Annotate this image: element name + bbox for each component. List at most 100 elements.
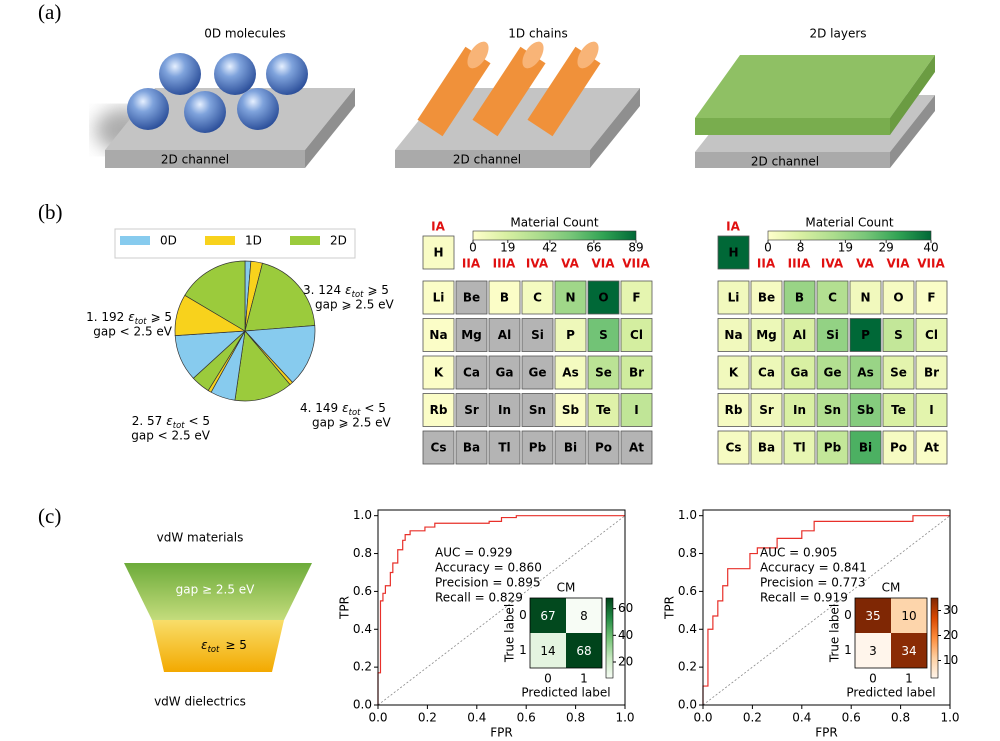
colorbar-tick-label: 20 xyxy=(618,655,633,669)
element-symbol: In xyxy=(793,403,806,417)
cm-tick-label: 1 xyxy=(844,643,852,657)
metric-annotation: Recall = 0.829 xyxy=(435,591,523,605)
element-cell xyxy=(488,280,521,315)
element-symbol: Si xyxy=(826,328,839,342)
cm-value: 10 xyxy=(901,609,916,623)
label-part: ⩾ 5 xyxy=(367,283,389,297)
element-symbol: Se xyxy=(595,366,612,380)
element-cell xyxy=(521,355,554,390)
element-symbol: N xyxy=(860,291,870,305)
cm-value: 35 xyxy=(865,609,880,623)
element-cell xyxy=(783,393,816,427)
element-symbol: Se xyxy=(890,366,907,380)
group-label: IIA xyxy=(462,257,481,271)
metric-annotation: Recall = 0.919 xyxy=(760,591,848,605)
label-part: 3. 124 xyxy=(303,283,341,297)
metric-annotation: Accuracy = 0.841 xyxy=(760,561,867,575)
element-cell xyxy=(717,430,750,465)
element-cell xyxy=(554,393,587,427)
element-symbol: At xyxy=(629,441,644,455)
colorbar-tick-label: 0 xyxy=(764,241,772,255)
element-cell xyxy=(587,430,620,465)
y-tick-label: 0.2 xyxy=(353,660,372,674)
element-cell xyxy=(717,280,750,315)
symbol: ε xyxy=(201,638,208,652)
cm-tick-label: 1 xyxy=(519,643,527,657)
element-cell xyxy=(554,318,587,352)
element-symbol: F xyxy=(927,291,935,305)
substrate-label: 2D channel xyxy=(453,153,521,167)
roc-curve xyxy=(702,515,950,705)
x-tick-label: 1.0 xyxy=(940,711,959,725)
element-symbol: Ca xyxy=(758,366,775,380)
cm-xlabel: Predicted label xyxy=(846,686,935,700)
metric-annotation: AUC = 0.905 xyxy=(760,546,837,560)
element-cell xyxy=(422,280,455,315)
x-tick-label: 0.4 xyxy=(792,711,811,725)
panel-label: (c) xyxy=(38,504,61,528)
element-cell xyxy=(783,280,816,315)
element-cell xyxy=(750,355,783,390)
element-symbol: S xyxy=(599,328,608,342)
element-cell xyxy=(521,318,554,352)
element-cell xyxy=(422,235,455,270)
element-cell xyxy=(521,280,554,315)
group-label: IA xyxy=(431,220,445,234)
element-cell xyxy=(620,355,653,390)
element-cell xyxy=(455,355,488,390)
pie-label: 2. 57 εtot < 5 xyxy=(132,414,210,430)
element-cell xyxy=(915,430,948,465)
element-symbol: B xyxy=(500,291,509,305)
y-tick-label: 0.8 xyxy=(678,546,697,560)
element-symbol: I xyxy=(929,403,933,417)
element-cell xyxy=(915,355,948,390)
pie-label: 3. 124 εtot ⩾ 5 xyxy=(303,283,389,299)
cm-cell xyxy=(891,598,927,633)
element-cell xyxy=(717,318,750,352)
element-cell xyxy=(422,393,455,427)
illustration-title: 1D chains xyxy=(508,27,567,41)
funnel-stage xyxy=(124,563,312,620)
pie-label: gap < 2.5 eV xyxy=(131,429,211,443)
cm-tick-label: 0 xyxy=(844,608,852,622)
element-symbol: Be xyxy=(758,291,775,305)
element-cell xyxy=(422,430,455,465)
element-symbol: Ba xyxy=(758,441,775,455)
legend-swatch xyxy=(120,236,150,245)
element-symbol: F xyxy=(632,291,640,305)
element-symbol: Te xyxy=(596,403,611,417)
group-label: IIIA xyxy=(788,257,811,271)
y-tick-label: 0.6 xyxy=(353,584,372,598)
cm-tick-label: 0 xyxy=(869,672,877,686)
element-cell xyxy=(783,355,816,390)
element-symbol: Sr xyxy=(464,403,479,417)
element-cell xyxy=(587,280,620,315)
element-symbol: C xyxy=(828,291,837,305)
cm-value: 3 xyxy=(869,644,877,658)
element-cell xyxy=(488,355,521,390)
illustration-1d xyxy=(395,41,640,168)
cm-cell xyxy=(855,598,891,633)
cm-value: 34 xyxy=(901,644,916,658)
element-cell xyxy=(422,318,455,352)
element-cell xyxy=(521,430,554,465)
legend-label: 0D xyxy=(160,234,177,248)
y-tick-label: 1.0 xyxy=(678,508,697,522)
funnel-stage1: gap ≥ 2.5 eV xyxy=(176,583,256,597)
x-axis-label: FPR xyxy=(490,726,512,740)
element-cell xyxy=(849,280,882,315)
metric-annotation: AUC = 0.929 xyxy=(435,546,512,560)
element-symbol: P xyxy=(566,328,575,342)
symbol: ε xyxy=(342,401,349,415)
cm-ylabel: True label xyxy=(503,604,517,663)
pie-label: 1. 192 εtot ⩾ 5 xyxy=(86,310,172,326)
symbol: ε xyxy=(345,283,352,297)
element-cell xyxy=(620,393,653,427)
label-part: ⩾ 5 xyxy=(150,310,172,324)
element-cell xyxy=(849,430,882,465)
x-axis-label: FPR xyxy=(815,726,837,740)
x-tick-label: 0.0 xyxy=(693,711,712,725)
element-symbol: Sr xyxy=(759,403,774,417)
group-label: VIIA xyxy=(917,257,945,271)
x-tick-label: 1.0 xyxy=(615,711,634,725)
